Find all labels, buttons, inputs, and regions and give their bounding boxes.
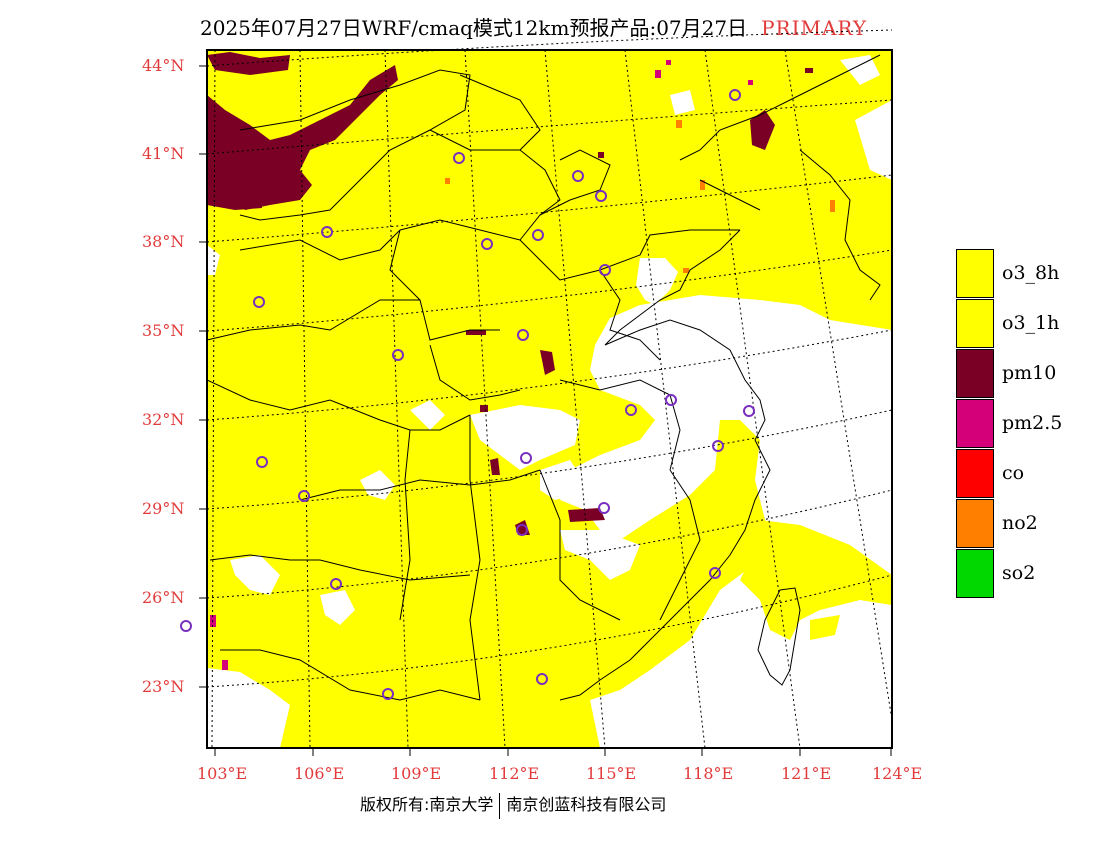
legend-item-co: co — [956, 449, 1096, 499]
lat-label-35: 35°N — [142, 321, 185, 340]
legend-swatch — [956, 549, 994, 598]
lon-label-106: 106°E — [294, 764, 345, 783]
pm10-areas — [207, 52, 775, 535]
title-tag: PRIMARY — [761, 16, 868, 40]
legend-item-no2: no2 — [956, 499, 1096, 549]
copyright: 版权所有:南京大学 南京创蓝科技有限公司 — [360, 791, 666, 819]
legend-label: pm10 — [1002, 362, 1057, 384]
legend-swatch — [956, 349, 994, 398]
legend-item-pm10: pm10 — [956, 349, 1096, 399]
lat-label-38: 38°N — [142, 232, 185, 251]
map-title: 2025年07月27日WRF/cmaq模式12km预报产品:07月27日 PRIM… — [200, 12, 867, 41]
legend-swatch — [956, 299, 994, 348]
legend-label: co — [1002, 462, 1025, 484]
copyright-left: 版权所有:南京大学 — [360, 795, 494, 814]
lat-label-44: 44°N — [142, 56, 185, 75]
legend-label: o3_1h — [1002, 312, 1060, 334]
title-main: 2025年07月27日WRF/cmaq模式12km预报产品:07月27日 — [200, 16, 748, 40]
legend-label: no2 — [1002, 512, 1038, 534]
legend-label: o3_8h — [1002, 262, 1060, 284]
copyright-separator — [499, 792, 501, 819]
legend-swatch — [956, 399, 994, 448]
lat-label-41: 41°N — [142, 144, 185, 163]
lon-label-109: 109°E — [391, 764, 442, 783]
lon-label-121: 121°E — [781, 764, 832, 783]
boundaries — [206, 54, 881, 701]
axis-ticks — [199, 65, 892, 756]
lat-label-32: 32°N — [142, 410, 185, 429]
lon-label-118: 118°E — [683, 764, 734, 783]
map-frame — [206, 49, 893, 749]
lon-label-103: 103°E — [197, 764, 248, 783]
o3-offshore — [740, 520, 892, 640]
copyright-right: 南京创蓝科技有限公司 — [506, 795, 667, 814]
graticule — [206, 29, 893, 749]
pollutant-specks — [210, 60, 835, 670]
lon-label-124: 124°E — [872, 764, 923, 783]
lat-label-26: 26°N — [142, 588, 185, 607]
lon-label-112: 112°E — [489, 764, 540, 783]
lon-label-115: 115°E — [586, 764, 637, 783]
legend-swatch — [956, 449, 994, 498]
legend-swatch — [956, 499, 994, 548]
lat-label-23: 23°N — [142, 677, 185, 696]
lat-label-29: 29°N — [142, 499, 185, 518]
legend-label: so2 — [1002, 562, 1036, 584]
legend-item-so2: so2 — [956, 549, 1096, 599]
legend-swatch — [956, 249, 994, 298]
pollutant-legend: o3_8h o3_1h pm10 pm2.5 co no2 so2 — [956, 249, 1096, 599]
legend-label: pm2.5 — [1002, 412, 1063, 434]
legend-item-pm25: pm2.5 — [956, 399, 1096, 449]
legend-item-o3-1h: o3_1h — [956, 299, 1096, 349]
legend-item-o3-8h: o3_8h — [956, 249, 1096, 299]
station-markers — [180, 89, 755, 700]
